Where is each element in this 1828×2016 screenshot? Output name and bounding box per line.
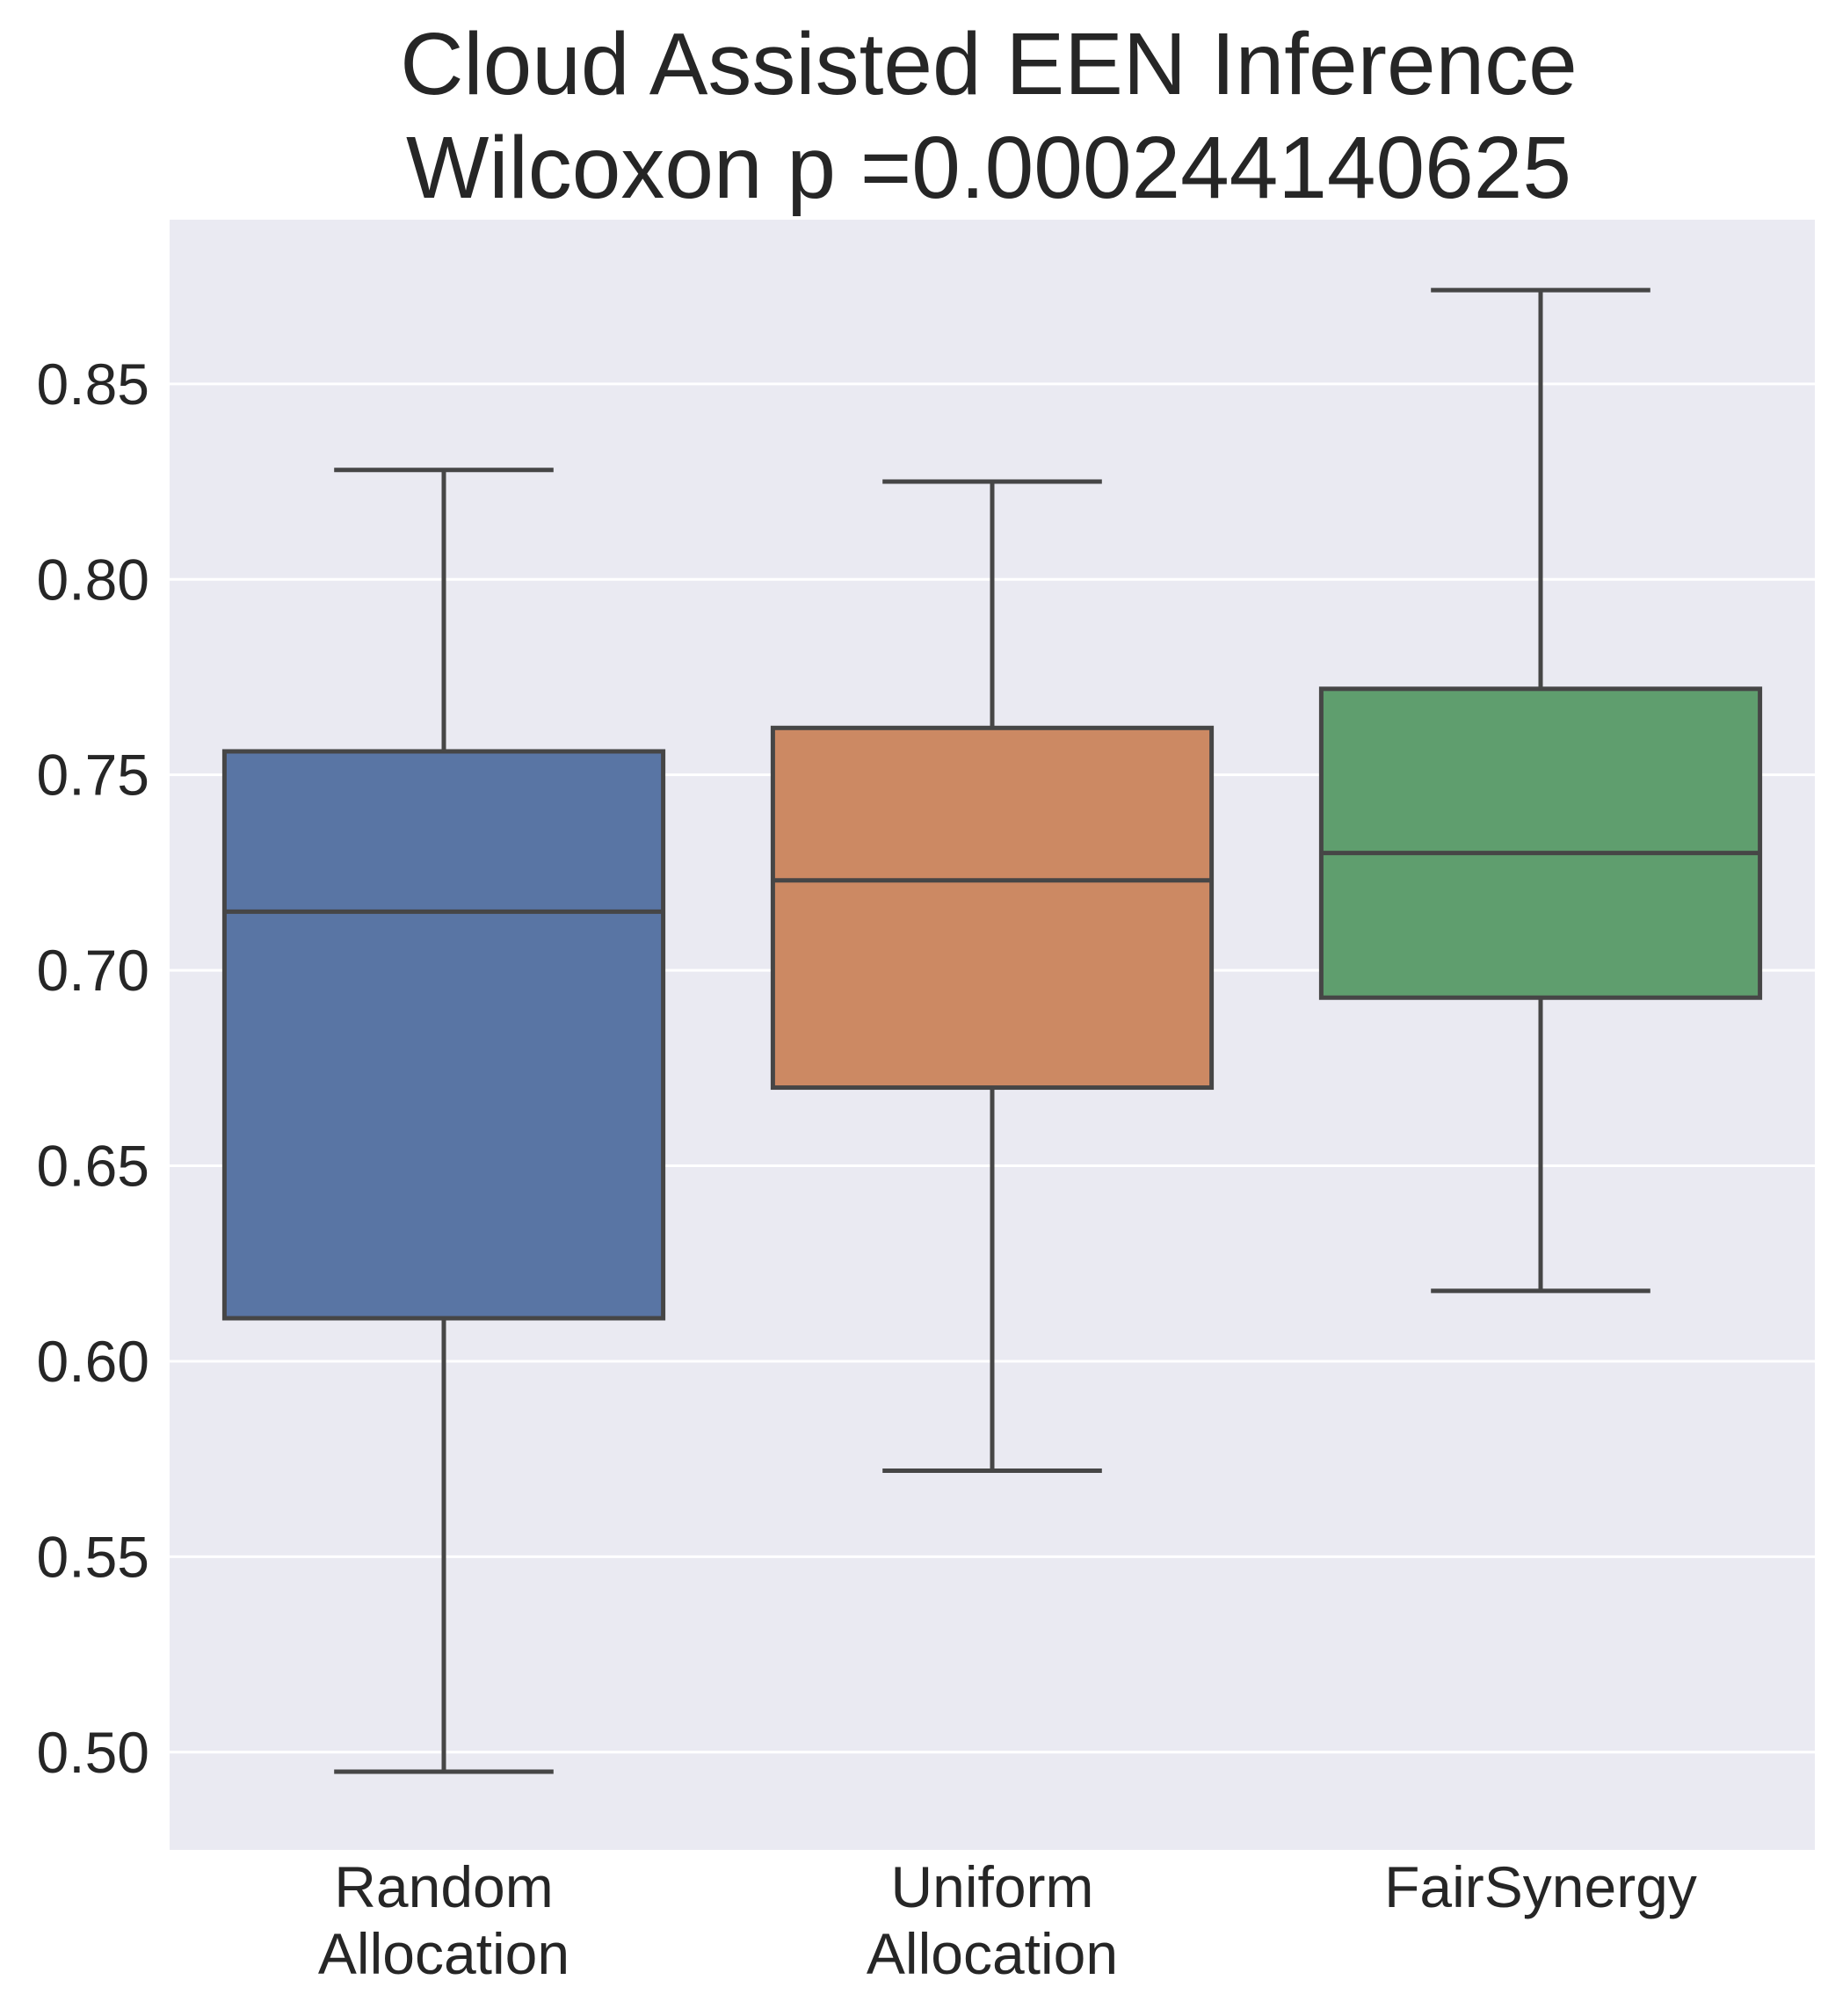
- box-iqr: [1318, 686, 1763, 1000]
- x-tick-label: Random: [334, 1854, 553, 1919]
- y-tick-label: 0.50: [37, 1720, 149, 1785]
- x-tick-label: Allocation: [318, 1921, 569, 1986]
- x-tick-labels: RandomAllocationUniformAllocationFairSyn…: [318, 1854, 1697, 1986]
- box-group: [770, 479, 1215, 1474]
- x-tick-label: Allocation: [867, 1921, 1118, 1986]
- x-tick-label: FairSynergy: [1384, 1854, 1697, 1919]
- chart-title-line-2: Wilcoxon p =0.000244140625: [406, 119, 1571, 217]
- chart-title-line-1: Cloud Assisted EEN Inference: [400, 15, 1578, 113]
- y-tick-label: 0.80: [37, 547, 149, 612]
- y-tick-label: 0.55: [37, 1524, 149, 1589]
- box-iqr: [770, 725, 1215, 1091]
- box-group: [221, 468, 666, 1774]
- y-tick-label: 0.75: [37, 743, 149, 808]
- y-tick-label: 0.60: [37, 1329, 149, 1394]
- box-iqr: [221, 749, 666, 1321]
- box-group: [1318, 287, 1763, 1294]
- y-tick-label: 0.65: [37, 1134, 149, 1199]
- x-tick-label: Uniform: [890, 1854, 1093, 1919]
- y-tick-labels: 0.50 0.55 0.60 0.65 0.70 0.75 0.80 0.85: [37, 352, 149, 1785]
- boxes: [221, 287, 1763, 1774]
- y-tick-label: 0.85: [37, 352, 149, 417]
- y-tick-label: 0.70: [37, 938, 149, 1003]
